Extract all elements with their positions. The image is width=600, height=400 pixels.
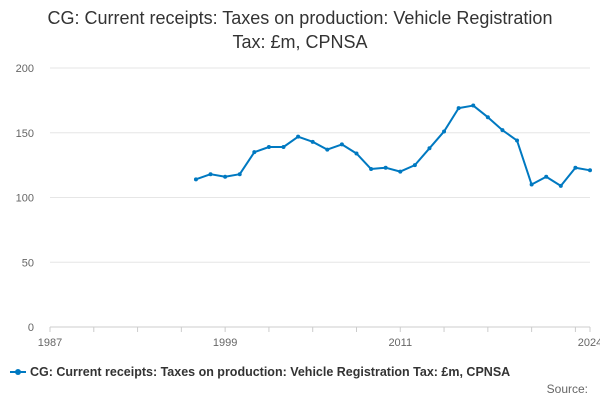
data-point[interactable] xyxy=(296,134,301,139)
series-line[interactable] xyxy=(194,104,591,187)
data-point[interactable] xyxy=(529,182,534,187)
data-point[interactable] xyxy=(325,147,330,152)
x-tick-label: 1999 xyxy=(213,337,237,349)
series-layer xyxy=(193,103,592,188)
axes: 0 50 100 150 200 1987 1999 2011 2024 xyxy=(16,63,600,349)
data-point[interactable] xyxy=(456,106,461,111)
data-point[interactable] xyxy=(471,103,476,108)
y-tick-label: 200 xyxy=(16,63,34,75)
data-point[interactable] xyxy=(339,142,344,147)
data-point[interactable] xyxy=(237,172,242,177)
data-point[interactable] xyxy=(442,129,447,134)
legend-label: CG: Current receipts: Taxes on productio… xyxy=(30,365,511,379)
data-point[interactable] xyxy=(281,144,286,149)
data-point[interactable] xyxy=(354,151,359,156)
data-point[interactable] xyxy=(544,174,549,179)
x-tick-label: 1987 xyxy=(38,337,62,349)
data-point[interactable] xyxy=(252,150,257,155)
data-point[interactable] xyxy=(500,128,505,133)
x-tick-label: 2011 xyxy=(388,337,412,349)
y-tick-label: 50 xyxy=(22,257,34,269)
data-point[interactable] xyxy=(427,146,432,151)
x-tick-label: 2024 xyxy=(578,337,600,349)
data-point[interactable] xyxy=(398,169,403,174)
data-point[interactable] xyxy=(588,168,592,173)
legend[interactable]: CG: Current receipts: Taxes on productio… xyxy=(10,365,510,379)
data-point[interactable] xyxy=(223,174,228,179)
data-point[interactable] xyxy=(369,167,374,172)
y-tick-label: 150 xyxy=(16,128,34,140)
data-point[interactable] xyxy=(193,177,198,182)
data-point[interactable] xyxy=(558,183,563,188)
data-point[interactable] xyxy=(485,115,490,120)
legend-swatch xyxy=(10,365,26,379)
data-point[interactable] xyxy=(266,144,271,149)
y-tick-label: 0 xyxy=(28,322,34,334)
source-label: Source: xyxy=(546,382,588,396)
data-point[interactable] xyxy=(208,172,213,177)
chart-title: CG: Current receipts: Taxes on productio… xyxy=(47,8,553,52)
data-point[interactable] xyxy=(412,163,417,168)
y-tick-label: 100 xyxy=(16,193,34,205)
data-point[interactable] xyxy=(383,165,388,170)
data-point[interactable] xyxy=(573,165,578,170)
data-point[interactable] xyxy=(515,138,520,143)
data-point[interactable] xyxy=(310,139,315,144)
grid-lines xyxy=(50,67,590,263)
